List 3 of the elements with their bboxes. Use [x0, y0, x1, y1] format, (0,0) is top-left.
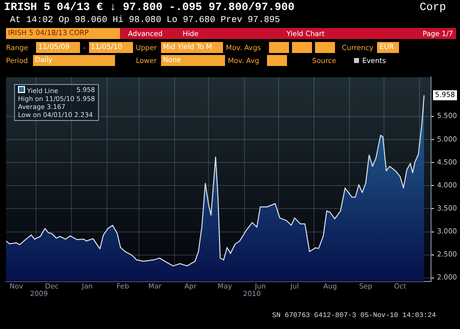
chart-title: IRISH 5 04/13 € ↓ 97.800 -.095 97.800/97.900 — [4, 2, 294, 14]
chart-subtitle: At 14:02 Op 98.060 Hi 98.080 Lo 97.680 Prev 97.895 — [10, 15, 280, 25]
text: Corp — [420, 2, 446, 14]
